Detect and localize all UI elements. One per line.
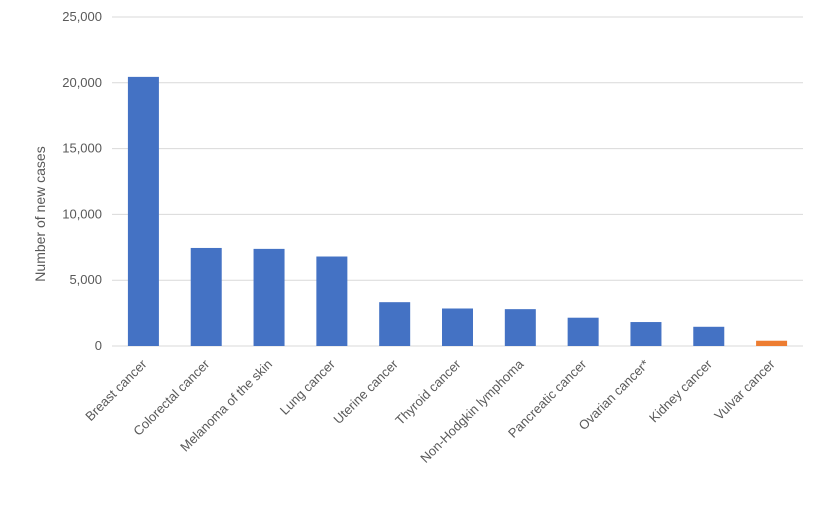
gridlines bbox=[112, 16, 803, 347]
y-tick-label: 10,000 bbox=[62, 206, 102, 221]
bar bbox=[379, 302, 411, 346]
y-tick-label: 0 bbox=[95, 338, 102, 353]
bar bbox=[190, 247, 222, 346]
x-category-label: Uterine cancer bbox=[330, 356, 401, 427]
bar bbox=[442, 308, 473, 346]
x-category-label: Thyroid cancer bbox=[392, 356, 464, 428]
x-category-label: Kidney cancer bbox=[646, 356, 715, 425]
x-category-label: Lung cancer bbox=[277, 356, 339, 418]
x-category-label: Non-Hodgkin lymphoma bbox=[417, 356, 527, 466]
y-axis-title: Number of new cases bbox=[32, 146, 48, 281]
bar bbox=[756, 340, 788, 346]
bar bbox=[630, 322, 662, 346]
y-axis-ticks: 0 5,000 10,000 15,000 20,000 25,000 bbox=[62, 9, 102, 353]
bars bbox=[127, 76, 788, 347]
bar bbox=[567, 317, 599, 346]
bar bbox=[693, 326, 725, 346]
bar bbox=[253, 248, 285, 346]
y-tick-label: 5,000 bbox=[69, 272, 102, 287]
y-tick-label: 20,000 bbox=[62, 75, 102, 90]
y-tick-label: 15,000 bbox=[62, 141, 102, 156]
bar bbox=[127, 76, 159, 347]
x-category-label: Breast cancer bbox=[82, 356, 150, 424]
bar bbox=[316, 256, 348, 346]
y-tick-label: 25,000 bbox=[62, 9, 102, 24]
x-category-label: Vulvar cancer bbox=[711, 356, 778, 423]
bar bbox=[504, 309, 536, 346]
